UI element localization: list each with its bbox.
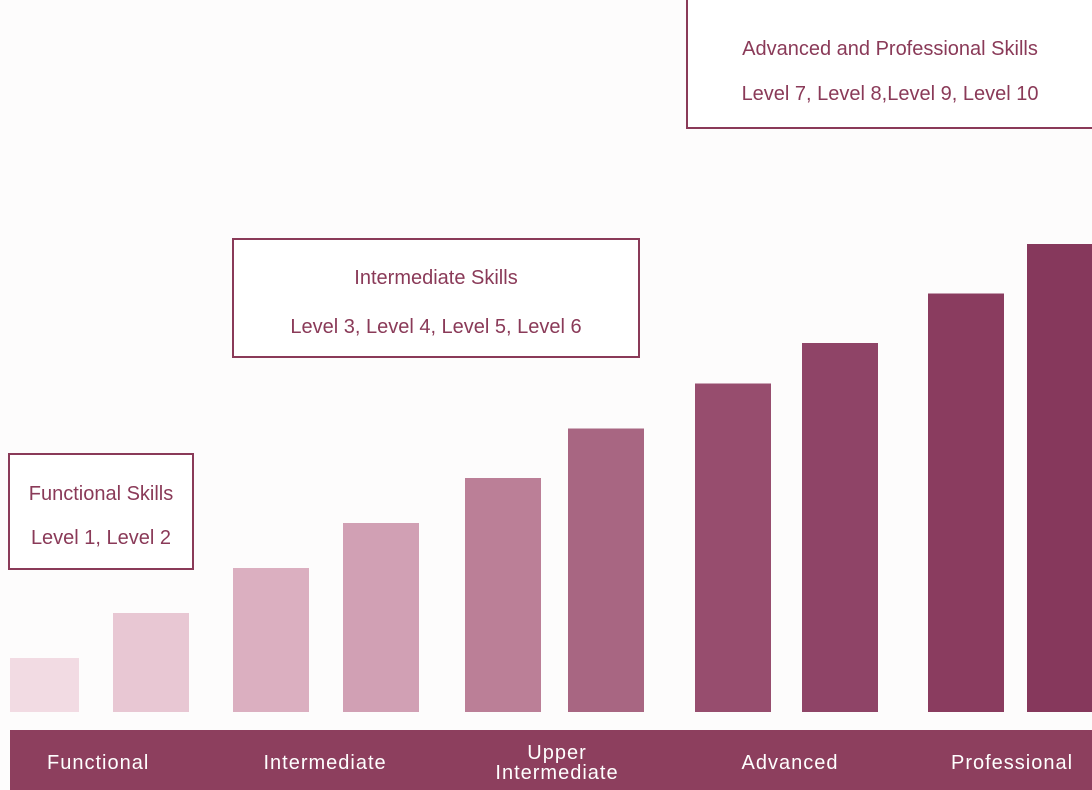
bar-level-2 (113, 613, 189, 712)
callout-levels: Level 1, Level 2 (30, 527, 172, 549)
bar-level-5 (465, 478, 541, 712)
callout-title: Intermediate Skills (354, 267, 518, 289)
bar-level-10 (1027, 244, 1092, 712)
callout-levels: Level 3, Level 4, Level 5, Level 6 (290, 316, 582, 338)
bar-level-9 (928, 293, 1004, 712)
bar-level-6 (568, 428, 644, 712)
category-label-advanced: Advanced (741, 752, 839, 774)
category-band: Functional Intermediate Upper Intermedia… (10, 730, 1092, 790)
callout-functional-skills: Functional Skills Level 1, Level 2 (8, 453, 194, 570)
category-label-professional: Professional (951, 752, 1074, 774)
callout-intermediate-skills: Intermediate Skills Level 3, Level 4, Le… (232, 238, 640, 358)
bar-level-1 (10, 658, 79, 712)
bar-level-4 (343, 523, 419, 712)
category-label-functional: Functional (47, 752, 150, 774)
callout-title: Functional Skills (28, 483, 174, 505)
bar-level-7 (695, 383, 771, 712)
category-label-intermediate: Intermediate (263, 752, 387, 774)
callout-title: Advanced and Professional Skills (742, 38, 1038, 60)
bar-level-3 (233, 568, 309, 712)
callout-advanced-professional-skills: Advanced and Professional Skills Level 7… (686, 0, 1092, 129)
category-label-upper-intermediate: Upper Intermediate (495, 742, 619, 784)
callout-levels: Level 7, Level 8,Level 9, Level 10 (741, 83, 1039, 105)
bar-level-8 (802, 343, 878, 712)
